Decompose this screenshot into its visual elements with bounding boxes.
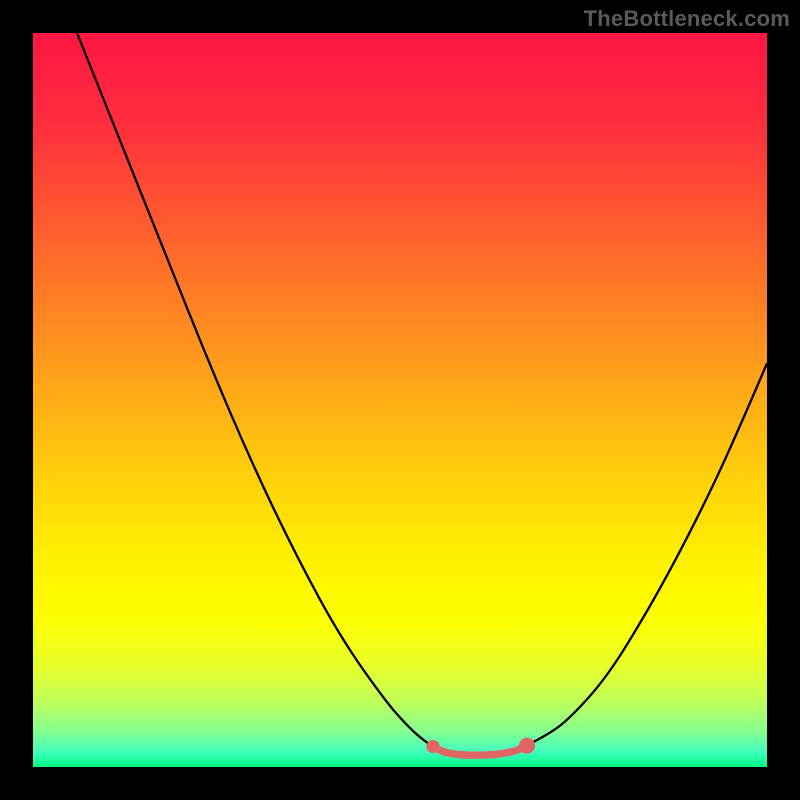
curve-right [525,363,767,746]
watermark-text: TheBottleneck.com [584,6,790,32]
trough-dot-left [426,740,439,753]
chart-container: TheBottleneck.com [0,0,800,800]
plot-area [33,33,767,767]
curve-left [77,33,433,746]
trough-band [433,746,525,755]
curve-overlay [33,33,767,767]
trough-dot-right [519,738,535,754]
